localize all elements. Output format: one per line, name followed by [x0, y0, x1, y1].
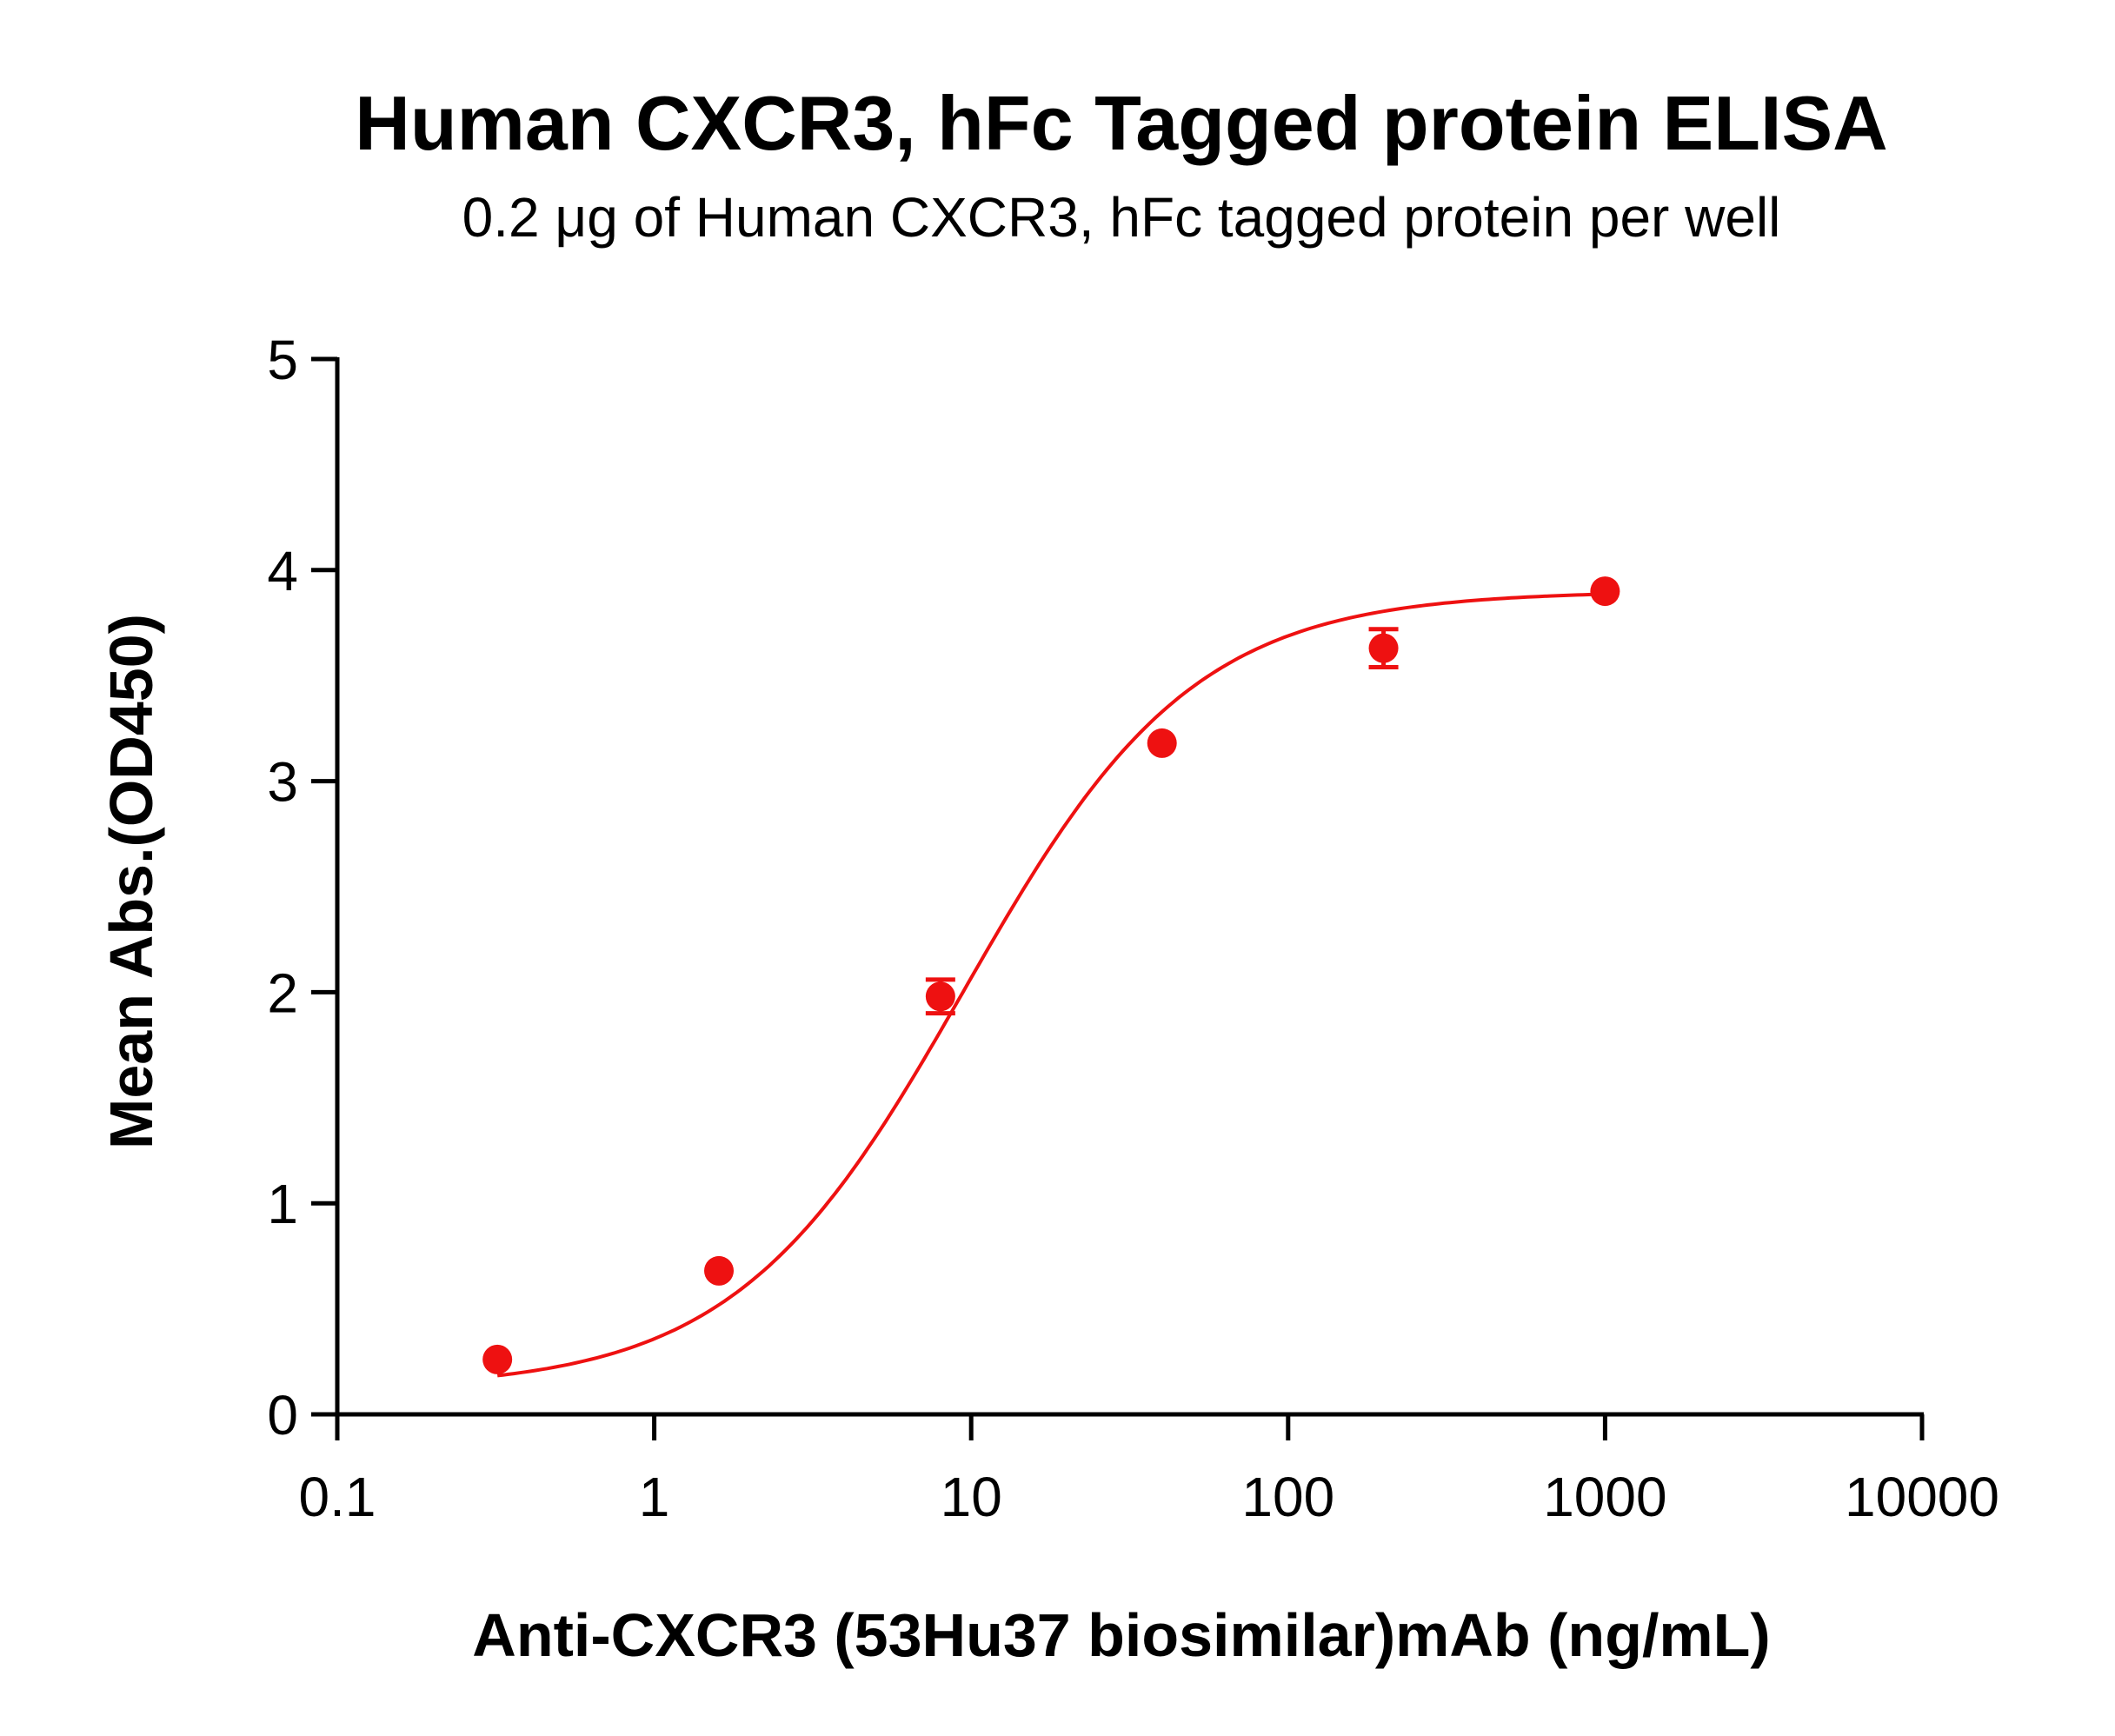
data-point	[1368, 633, 1399, 663]
y-tick-label: 3	[267, 751, 298, 814]
y-tick-label: 0	[267, 1384, 298, 1447]
x-tick-label: 10000	[1845, 1466, 1999, 1528]
x-tick-label: 10	[941, 1466, 1002, 1528]
x-axis-title: Anti-CXCR3 (53Hu37 biosimilar)mAb (ng/mL…	[472, 1601, 1770, 1669]
chart-title: Human CXCR3, hFc Tagged protein ELISA	[355, 80, 1887, 166]
data-point	[482, 1344, 513, 1374]
fit-curve	[496, 592, 1606, 1378]
y-tick-label: 5	[267, 329, 298, 391]
x-tick-label: 1	[639, 1466, 670, 1528]
plot-area: 0 1 2 3 4 5 0.1 1 10 100 1000 10000	[267, 329, 1999, 1528]
y-axis-title: Mean Abs.(OD450)	[97, 614, 165, 1149]
x-tick-label: 0.1	[299, 1466, 376, 1528]
data-point	[704, 1255, 735, 1286]
data-point	[925, 981, 955, 1012]
x-tick-label: 1000	[1543, 1466, 1666, 1528]
y-tick-label: 4	[267, 540, 298, 602]
y-tick-label: 2	[267, 961, 298, 1024]
y-tick-label: 1	[267, 1173, 298, 1235]
data-point	[1590, 576, 1620, 607]
x-tick-label: 100	[1241, 1466, 1334, 1528]
data-point	[1147, 728, 1177, 758]
chart-subtitle: 0.2 μg of Human CXCR3, hFc tagged protei…	[462, 186, 1781, 249]
